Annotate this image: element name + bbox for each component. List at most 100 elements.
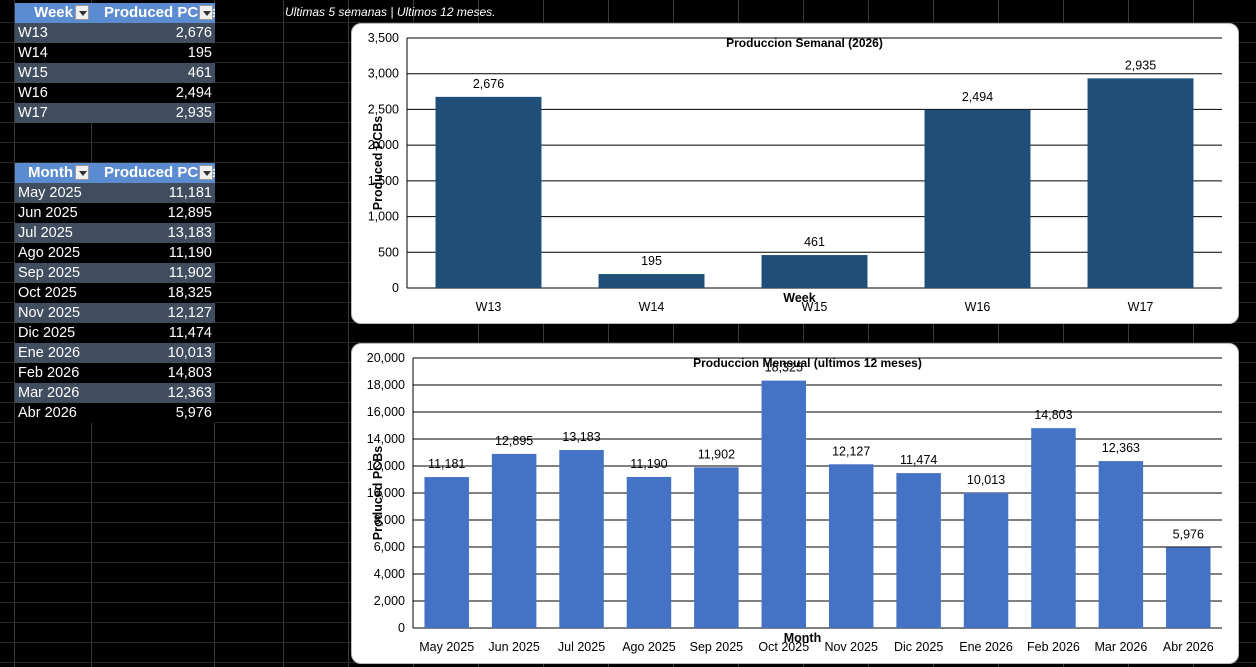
week-cell[interactable]: W17 <box>18 105 48 121</box>
week-cell[interactable]: W16 <box>18 85 48 101</box>
table-row[interactable]: Sep 2025 11,902 <box>15 263 215 283</box>
data-label: 14,803 <box>1034 408 1072 422</box>
produced-column-header[interactable]: Produced PCBs <box>90 3 215 23</box>
filter-dropdown-icon[interactable] <box>75 5 89 20</box>
y-axis-title: Produced PCBs <box>371 116 385 211</box>
month-cell[interactable]: Abr 2026 <box>18 405 77 421</box>
table-row[interactable]: Dic 2025 11,474 <box>15 323 215 343</box>
weekly-table: Week Produced PCBs W13 2,676 W14 195 W15 46… <box>15 3 215 123</box>
x-tick-label: Ene 2026 <box>959 640 1013 654</box>
data-label: 2,676 <box>473 77 504 91</box>
data-label: 461 <box>804 235 825 249</box>
table-row[interactable]: Ago 2025 11,190 <box>15 243 215 263</box>
table-row[interactable]: Feb 2026 14,803 <box>15 363 215 383</box>
value-cell[interactable]: 13,183 <box>167 225 212 241</box>
data-label: 11,474 <box>900 453 937 467</box>
x-axis-title: Month <box>784 631 821 645</box>
y-tick-label: 0 <box>398 621 405 635</box>
value-cell[interactable]: 11,181 <box>168 185 212 201</box>
week-cell[interactable]: W15 <box>18 65 48 81</box>
week-column-header[interactable]: Week <box>15 3 90 23</box>
table-row[interactable]: Abr 2026 5,976 <box>15 403 215 423</box>
produced-column-header[interactable]: Produced PCBs <box>90 163 215 183</box>
month-cell[interactable]: Nov 2025 <box>18 305 81 321</box>
month-cell[interactable]: Jul 2025 <box>18 225 73 241</box>
table-row[interactable]: Oct 2025 18,325 <box>15 283 215 303</box>
x-tick-label: W15 <box>802 300 828 314</box>
value-cell[interactable]: 11,474 <box>168 325 212 341</box>
value-cell[interactable]: 2,935 <box>175 105 212 121</box>
y-tick-label: 18,000 <box>367 378 405 392</box>
value-cell[interactable]: 461 <box>187 65 212 81</box>
month-cell[interactable]: Sep 2025 <box>18 265 81 281</box>
bar <box>626 476 672 628</box>
week-cell[interactable]: W14 <box>18 45 48 61</box>
y-tick-label: 3,000 <box>368 67 399 81</box>
x-tick-label: W17 <box>1128 300 1154 314</box>
filter-dropdown-icon[interactable] <box>199 5 213 20</box>
value-cell[interactable]: 14,803 <box>167 365 212 381</box>
table-row[interactable]: Nov 2025 12,127 <box>15 303 215 323</box>
value-cell[interactable]: 2,494 <box>175 85 212 101</box>
grid-column-line <box>998 0 999 667</box>
y-tick-label: 8,000 <box>374 513 405 527</box>
filter-dropdown-icon[interactable] <box>75 165 89 180</box>
month-cell[interactable]: Oct 2025 <box>18 285 77 301</box>
monthly-production-chart[interactable]: 0 2,000 4,000 6,000 8,000 10,000 12,000 14,000 1… <box>351 343 1239 664</box>
table-row[interactable]: Jul 2025 13,183 <box>15 223 215 243</box>
value-cell[interactable]: 5,976 <box>175 405 212 421</box>
week-cell[interactable]: W13 <box>18 25 48 41</box>
y-tick-label: 1,000 <box>368 210 399 224</box>
y-tick-label: 10,000 <box>367 486 405 500</box>
monthly-chart-svg: 0 2,000 4,000 6,000 8,000 10,000 12,000 14,000 1… <box>367 351 1222 654</box>
month-cell[interactable]: Ene 2026 <box>18 345 81 361</box>
table-row[interactable]: W14 195 <box>15 43 215 63</box>
value-cell[interactable]: 12,895 <box>167 205 212 221</box>
table-row[interactable]: Jun 2025 12,895 <box>15 203 215 223</box>
chart-title: Produccion Semanal (2026) <box>726 36 883 50</box>
value-cell[interactable]: 2,676 <box>175 25 212 41</box>
month-cell[interactable]: Mar 2026 <box>18 385 80 401</box>
monthly-table: Month Produced PCBs May 2025 11,181 Jun 2… <box>15 163 215 423</box>
grid-column-line <box>478 0 479 667</box>
x-tick-label: Jun 2025 <box>488 640 539 654</box>
grid-column-line <box>543 0 544 667</box>
value-cell[interactable]: 11,190 <box>168 245 212 261</box>
table-row[interactable]: Mar 2026 12,363 <box>15 383 215 403</box>
y-tick-label: 20,000 <box>367 351 405 365</box>
grid-column-line <box>14 0 15 667</box>
value-cell[interactable]: 11,902 <box>168 265 212 281</box>
bar <box>761 380 807 628</box>
weekly-production-chart[interactable]: 0 500 1,000 1,500 2,000 2,500 3,000 3,500 2,676 W… <box>351 23 1239 324</box>
table-row[interactable]: W16 2,494 <box>15 83 215 103</box>
grid-column-line <box>868 0 869 667</box>
month-cell[interactable]: Ago 2025 <box>18 245 81 261</box>
value-cell[interactable]: 18,325 <box>167 285 212 301</box>
table-row[interactable]: W17 2,935 <box>15 103 215 123</box>
month-cell[interactable]: May 2025 <box>18 185 82 201</box>
value-cell[interactable]: 12,127 <box>167 305 212 321</box>
table-row[interactable]: Ene 2026 10,013 <box>15 343 215 363</box>
month-cell[interactable]: Dic 2025 <box>18 325 76 341</box>
value-cell[interactable]: 12,363 <box>167 385 212 401</box>
filter-dropdown-icon[interactable] <box>199 165 213 180</box>
grid-column-line <box>348 0 349 667</box>
value-cell[interactable]: 10,013 <box>167 345 212 361</box>
table-row[interactable]: W15 461 <box>15 63 215 83</box>
month-cell[interactable]: Jun 2025 <box>18 205 78 221</box>
y-tick-label: 2,000 <box>368 138 399 152</box>
month-column-header[interactable]: Month <box>15 163 90 183</box>
value-cell[interactable]: 195 <box>187 45 212 61</box>
bar <box>924 109 1031 288</box>
x-tick-label: W14 <box>639 300 665 314</box>
data-label: 18,325 <box>765 361 803 375</box>
table-row[interactable]: W13 2,676 <box>15 23 215 43</box>
x-tick-label: W16 <box>965 300 991 314</box>
grid-column-line <box>673 0 674 667</box>
y-tick-label: 1,500 <box>368 174 399 188</box>
month-cell[interactable]: Feb 2026 <box>18 365 80 381</box>
month-header-label: Month <box>28 164 73 181</box>
y-tick-label: 2,500 <box>368 102 399 116</box>
grid-column-line <box>1193 0 1194 667</box>
table-row[interactable]: May 2025 11,181 <box>15 183 215 203</box>
